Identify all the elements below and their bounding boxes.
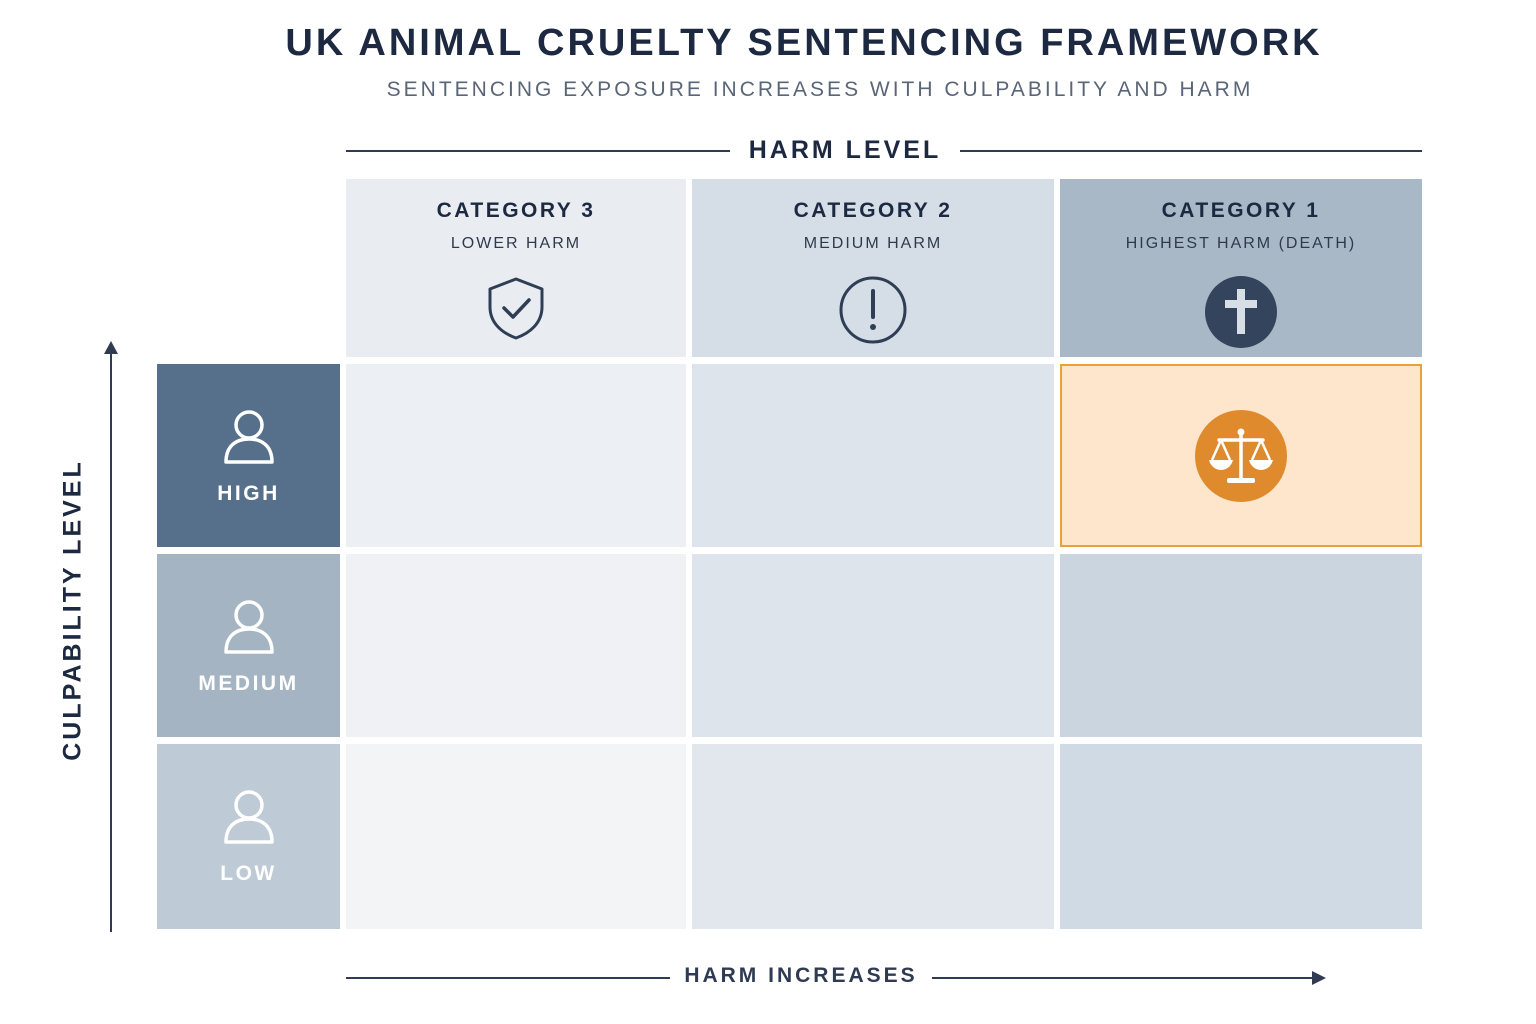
harm-level-line-left xyxy=(346,150,730,152)
column-category: CATEGORY 1 xyxy=(1161,199,1321,222)
column-header-category-2: CATEGORY 2 MEDIUM HARM xyxy=(692,179,1054,357)
person-icon xyxy=(223,600,274,654)
cell-high-category-3 xyxy=(346,364,686,547)
exclamation-circle-icon xyxy=(839,276,907,344)
column-category: CATEGORY 3 xyxy=(436,199,596,222)
column-description: HIGHEST HARM (DEATH) xyxy=(1125,235,1357,252)
column-description: LOWER HARM xyxy=(450,235,582,252)
column-category: CATEGORY 2 xyxy=(793,199,953,222)
cross-icon xyxy=(1205,276,1277,348)
row-header-low: LOW xyxy=(157,744,340,929)
cell-medium-category-3 xyxy=(346,554,686,737)
row-header-high: HIGH xyxy=(157,364,340,547)
culpability-axis-arrow xyxy=(104,341,118,932)
cell-medium-category-2 xyxy=(692,554,1054,737)
harm-increases-line-left xyxy=(346,977,670,979)
cell-low-category-1 xyxy=(1060,744,1422,929)
diagram-subtitle: SENTENCING EXPOSURE INCREASES WITH CULPA… xyxy=(386,78,1254,101)
scales-icon xyxy=(1195,409,1287,502)
row-header-medium: MEDIUM xyxy=(157,554,340,737)
row-label: HIGH xyxy=(217,482,280,505)
person-icon xyxy=(223,410,274,464)
column-header-category-1: CATEGORY 1 HIGHEST HARM (DEATH) xyxy=(1060,179,1422,357)
column-header-category-3: CATEGORY 3 LOWER HARM xyxy=(346,179,686,357)
column-description: MEDIUM HARM xyxy=(803,235,943,252)
harm-level-label: HARM LEVEL xyxy=(748,136,942,164)
cell-medium-category-1 xyxy=(1060,554,1422,737)
cell-high-category-2 xyxy=(692,364,1054,547)
cell-low-category-2 xyxy=(692,744,1054,929)
harm-level-line-right xyxy=(960,150,1422,152)
row-label: MEDIUM xyxy=(198,672,299,695)
row-label: LOW xyxy=(220,862,277,885)
harm-increases-arrow xyxy=(932,971,1326,985)
culpability-level-label: CULPABILITY LEVEL xyxy=(58,459,87,761)
diagram-title: UK ANIMAL CRUELTY SENTENCING FRAMEWORK xyxy=(285,22,1323,64)
cell-low-category-3 xyxy=(346,744,686,929)
shield-check-icon xyxy=(488,277,544,340)
cell-high-category-1-highlight xyxy=(1060,364,1422,547)
harm-increases-label: HARM INCREASES xyxy=(684,964,918,987)
person-icon xyxy=(223,790,274,844)
